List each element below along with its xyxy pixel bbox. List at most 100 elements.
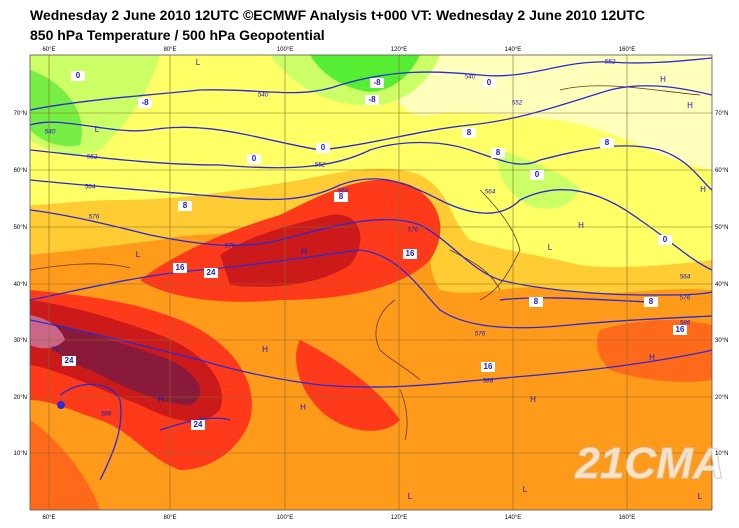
geopotential-label: 576 xyxy=(225,243,236,250)
temperature-label-box xyxy=(403,249,417,259)
lat-label: 20°N xyxy=(14,395,27,401)
temperature-label: 0 xyxy=(76,71,81,80)
pressure-center: H xyxy=(52,345,58,354)
temperature-label: -8 xyxy=(141,98,149,107)
lat-label: 30°N xyxy=(715,338,728,344)
lat-label: 70°N xyxy=(14,111,27,117)
temperature-label-box xyxy=(644,297,658,307)
temperature-label-box xyxy=(673,325,687,335)
temperature-label-box xyxy=(658,235,672,245)
lat-label: 10°N xyxy=(715,451,728,457)
temperature-label: 8 xyxy=(183,201,188,210)
pressure-center: H xyxy=(530,395,536,404)
geopotential-label: 540 xyxy=(258,92,269,99)
lat-label: 20°N xyxy=(715,395,728,401)
geopotential-label: 586 xyxy=(680,320,691,327)
temperature-label: 8 xyxy=(649,297,654,306)
geopotential-label: 552 xyxy=(87,154,98,161)
temperature-label: 0 xyxy=(663,235,668,244)
geopotential-label: 552 xyxy=(512,100,523,107)
pressure-center: H xyxy=(578,221,584,230)
lon-label: 60°E xyxy=(42,515,55,521)
temperature-label: 8 xyxy=(605,138,610,147)
temperature-label-box xyxy=(370,78,384,88)
temperature-label: 24 xyxy=(65,356,74,365)
lon-label: 100°E xyxy=(277,515,293,521)
subtitle: 850 hPa Temperature / 500 hPa Geopotenti… xyxy=(30,27,325,43)
pressure-center: L xyxy=(548,243,553,252)
temperature-label: 16 xyxy=(406,249,415,258)
temperature-label-box xyxy=(365,95,379,105)
geopotential-label: 564 xyxy=(85,184,96,191)
watermark: 21CMA xyxy=(574,439,724,488)
geopotential-label: 552 xyxy=(605,59,616,66)
temperature-label: 8 xyxy=(339,192,344,201)
temperature-label: -8 xyxy=(373,78,381,87)
temperature-label-box xyxy=(62,356,76,366)
pressure-center: H xyxy=(301,247,307,256)
lat-label: 60°N xyxy=(715,168,728,174)
temperature-label-box xyxy=(529,297,543,307)
lon-label: 60°E xyxy=(42,47,55,53)
temperature-label-box xyxy=(481,362,495,372)
lon-label: 120°E xyxy=(391,515,407,521)
lon-label: 160°E xyxy=(619,515,635,521)
contours xyxy=(30,57,712,481)
geopotential-label: 564 xyxy=(338,188,349,195)
geopotential-label: 576 xyxy=(408,227,419,234)
pressure-center: L xyxy=(136,250,141,259)
geopotential-label: 576 xyxy=(475,331,486,338)
lat-label: 40°N xyxy=(715,282,728,288)
lon-label: 140°E xyxy=(505,515,521,521)
temperature-label-box xyxy=(247,154,261,164)
title: Wednesday 2 June 2010 12UTC ©ECMWF Analy… xyxy=(30,7,645,23)
pressure-center: L xyxy=(523,485,528,494)
pressure-center: L xyxy=(196,58,201,67)
temperature-label-box xyxy=(316,143,330,153)
temperature-label-box xyxy=(600,138,614,148)
geopotential-label: 588 xyxy=(483,378,494,385)
grid xyxy=(30,55,712,510)
lat-label: 10°N xyxy=(14,451,27,457)
temperature-label-box xyxy=(334,192,348,202)
geopotential-label: 588 xyxy=(101,411,112,418)
pressure-center: H xyxy=(300,403,306,412)
lon-label: 140°E xyxy=(505,47,521,53)
lat-label: 50°N xyxy=(715,225,728,231)
coastlines xyxy=(30,85,701,441)
lat-label: 60°N xyxy=(14,168,27,174)
temperature-label: 0 xyxy=(487,78,492,87)
temperature-label-box xyxy=(530,170,544,180)
temperature-label: 16 xyxy=(484,362,493,371)
geopotential-label: 552 xyxy=(315,162,326,169)
temperature-label: 24 xyxy=(194,420,203,429)
lon-label: 160°E xyxy=(619,47,635,53)
lon-label: 100°E xyxy=(277,47,293,53)
lon-label: 120°E xyxy=(391,47,407,53)
lat-label: 50°N xyxy=(14,225,27,231)
pressure-center: H xyxy=(649,353,655,362)
temperature-label-box xyxy=(482,78,496,88)
pressure-center: L xyxy=(95,125,100,134)
map-frame xyxy=(29,54,713,511)
temperature-label-box xyxy=(178,201,192,211)
temperature-label: 8 xyxy=(534,297,539,306)
pressure-center: H xyxy=(660,75,666,84)
geopotential-label: 576 xyxy=(89,214,100,221)
pressure-center: L xyxy=(408,492,413,501)
geopotential-label: 564 xyxy=(485,189,496,196)
lat-label: 30°N xyxy=(14,338,27,344)
lat-label: 70°N xyxy=(715,111,728,117)
temperature-label-box xyxy=(138,98,152,108)
pressure-center: H xyxy=(262,345,268,354)
temperature-label-box xyxy=(462,128,476,138)
temperature-label: 16 xyxy=(676,325,685,334)
lon-label: 80°E xyxy=(163,47,176,53)
temperature-label: 0 xyxy=(252,154,257,163)
pressure-center: H xyxy=(700,185,706,194)
pressure-center: L xyxy=(698,492,703,501)
temperature-label-box xyxy=(204,268,218,278)
geopotential-label: 540 xyxy=(45,129,56,136)
geopotential-label: 540 xyxy=(465,74,476,81)
